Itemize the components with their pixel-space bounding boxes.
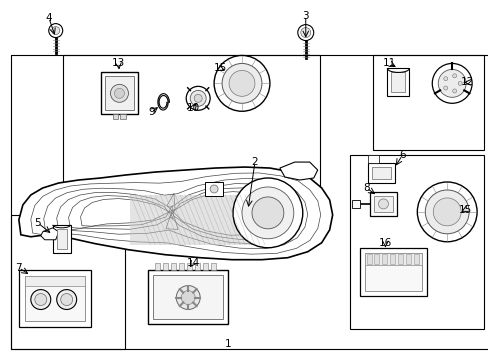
Circle shape — [61, 293, 73, 306]
Text: 8: 8 — [363, 183, 369, 193]
Bar — [155, 263, 160, 270]
Text: 13: 13 — [112, 58, 125, 68]
Text: 2: 2 — [251, 157, 258, 167]
Circle shape — [190, 90, 206, 106]
Circle shape — [194, 94, 202, 102]
Polygon shape — [19, 167, 332, 260]
Circle shape — [31, 289, 51, 310]
Circle shape — [181, 291, 195, 305]
Bar — [153, 275, 223, 319]
Circle shape — [52, 27, 60, 35]
Bar — [349, 155, 483, 329]
Circle shape — [57, 289, 77, 310]
Circle shape — [425, 190, 468, 234]
Bar — [101, 72, 138, 114]
Circle shape — [452, 89, 456, 93]
Bar — [25, 276, 84, 321]
Bar — [386, 68, 408, 96]
Bar — [371, 167, 390, 179]
Text: 9: 9 — [148, 107, 154, 117]
Circle shape — [431, 63, 471, 103]
Circle shape — [443, 86, 447, 90]
Polygon shape — [41, 228, 59, 240]
Bar — [369, 192, 397, 216]
Circle shape — [300, 28, 310, 37]
Circle shape — [297, 24, 313, 41]
Bar — [203, 263, 208, 270]
Circle shape — [214, 55, 269, 111]
Circle shape — [378, 199, 387, 209]
Bar — [104, 76, 134, 110]
Bar — [205, 182, 223, 196]
Bar — [373, 196, 393, 212]
Bar — [390, 72, 405, 92]
Circle shape — [114, 88, 124, 98]
Circle shape — [416, 182, 476, 242]
Circle shape — [457, 81, 461, 85]
Bar — [112, 114, 118, 119]
Bar — [413, 254, 419, 264]
Text: 7: 7 — [16, 263, 22, 273]
Bar — [364, 253, 422, 291]
Circle shape — [186, 86, 210, 110]
Bar — [366, 254, 371, 264]
Text: 15: 15 — [458, 205, 471, 215]
Circle shape — [176, 285, 200, 310]
Text: 12: 12 — [460, 77, 473, 87]
Bar — [11, 215, 125, 349]
Bar — [351, 200, 359, 208]
Text: 10: 10 — [186, 103, 200, 113]
Bar — [57, 229, 66, 249]
Bar — [364, 253, 422, 265]
Text: 16: 16 — [378, 238, 391, 248]
Circle shape — [210, 185, 218, 193]
Text: 3: 3 — [302, 11, 308, 21]
Bar — [25, 276, 84, 285]
Bar — [62, 55, 319, 190]
Bar — [53, 225, 71, 253]
Circle shape — [228, 71, 254, 96]
Circle shape — [49, 24, 62, 37]
Circle shape — [233, 178, 302, 248]
Text: 4: 4 — [45, 13, 52, 23]
Text: 14: 14 — [186, 258, 200, 268]
Circle shape — [443, 77, 447, 81]
Circle shape — [452, 74, 456, 78]
Circle shape — [437, 69, 465, 97]
Bar — [130, 195, 249, 245]
Bar — [211, 263, 216, 270]
Bar — [389, 254, 395, 264]
Text: 11: 11 — [382, 58, 395, 68]
Bar — [406, 254, 410, 264]
Bar — [11, 55, 488, 349]
Text: 1: 1 — [224, 339, 231, 349]
Text: 6: 6 — [398, 150, 405, 160]
Polygon shape — [279, 162, 317, 180]
Bar — [374, 254, 379, 264]
Bar — [367, 155, 379, 163]
Circle shape — [432, 198, 460, 226]
Bar — [171, 263, 176, 270]
Bar — [148, 270, 227, 324]
Bar — [382, 254, 386, 264]
Bar — [19, 270, 90, 328]
Text: 15: 15 — [213, 63, 226, 73]
Bar — [187, 263, 192, 270]
Circle shape — [242, 187, 293, 239]
Circle shape — [222, 63, 262, 103]
Text: 5: 5 — [35, 218, 41, 228]
Bar — [120, 114, 126, 119]
Bar — [359, 248, 427, 296]
Bar — [195, 263, 200, 270]
Bar — [367, 163, 395, 183]
Circle shape — [251, 197, 283, 229]
Circle shape — [35, 293, 47, 306]
Circle shape — [110, 84, 128, 102]
Bar — [372, 55, 483, 150]
Bar — [163, 263, 168, 270]
Bar — [179, 263, 184, 270]
Bar — [398, 254, 403, 264]
